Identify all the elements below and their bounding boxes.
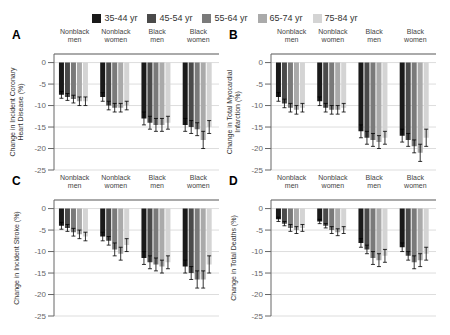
- svg-text:Nonblackwomen: Nonblackwomen: [318, 174, 348, 189]
- svg-text:Nonblackmen: Nonblackmen: [277, 28, 307, 43]
- svg-text:-10: -10: [34, 101, 46, 110]
- svg-text:Nonblackmen: Nonblackmen: [60, 174, 90, 189]
- svg-text:Change in Incident Stroke (%): Change in Incident Stroke (%): [13, 211, 21, 304]
- svg-text:-10: -10: [34, 247, 46, 256]
- svg-text:Nonblackwomen: Nonblackwomen: [101, 28, 131, 43]
- svg-text:-15: -15: [251, 123, 263, 132]
- svg-text:Change in Total Deaths (%): Change in Total Deaths (%): [230, 215, 238, 300]
- svg-text:Blackwomen: Blackwomen: [403, 28, 427, 43]
- svg-text:-20: -20: [251, 144, 263, 153]
- svg-text:Blackmen: Blackmen: [149, 174, 167, 189]
- svg-text:-25: -25: [251, 166, 263, 174]
- svg-text:-5: -5: [39, 80, 47, 89]
- svg-text:Nonblackwomen: Nonblackwomen: [101, 174, 131, 189]
- svg-text:-5: -5: [256, 80, 264, 89]
- html-text:A: A: [12, 28, 21, 42]
- svg-text:Blackmen: Blackmen: [149, 28, 167, 43]
- html-text:D: D: [229, 174, 238, 188]
- svg-text:Blackmen: Blackmen: [366, 28, 384, 43]
- svg-text:-25: -25: [251, 312, 263, 320]
- svg-text:Change in Total MyocardialInfa: Change in Total MyocardialInfarction (%): [226, 69, 242, 154]
- svg-text:-5: -5: [256, 226, 264, 235]
- html-text:55-64 yr: 55-64 yr: [214, 13, 248, 23]
- svg-text:Blackwomen: Blackwomen: [186, 28, 210, 43]
- svg-text:Blackmen: Blackmen: [366, 174, 384, 189]
- svg-text:-15: -15: [34, 123, 46, 132]
- svg-text:Blackwomen: Blackwomen: [403, 174, 427, 189]
- svg-text:0: 0: [42, 58, 47, 67]
- svg-text:0: 0: [259, 58, 264, 67]
- svg-text:-20: -20: [251, 290, 263, 299]
- html-text:75-84 yr: 75-84 yr: [324, 13, 358, 23]
- svg-text:-20: -20: [34, 144, 46, 153]
- svg-text:-25: -25: [34, 312, 46, 320]
- svg-text:Blackwomen: Blackwomen: [186, 174, 210, 189]
- svg-text:-20: -20: [34, 290, 46, 299]
- html-text:35-44 yr: 35-44 yr: [104, 13, 138, 23]
- svg-text:-10: -10: [251, 101, 263, 110]
- html-text:B: B: [229, 28, 238, 42]
- svg-text:-10: -10: [251, 247, 263, 256]
- html-text:45-54 yr: 45-54 yr: [159, 13, 193, 23]
- html-text:C: C: [12, 174, 21, 188]
- svg-text:Nonblackwomen: Nonblackwomen: [318, 28, 348, 43]
- html-text:65-74 yr: 65-74 yr: [269, 13, 303, 23]
- svg-text:0: 0: [259, 204, 264, 213]
- svg-text:Nonblackmen: Nonblackmen: [277, 174, 307, 189]
- svg-text:-25: -25: [34, 166, 46, 174]
- svg-text:Nonblackmen: Nonblackmen: [60, 28, 90, 43]
- svg-text:0: 0: [42, 204, 47, 213]
- svg-text:Change in Incident CoronaryHea: Change in Incident CoronaryHeart Disease…: [9, 67, 25, 157]
- svg-text:-15: -15: [34, 269, 46, 278]
- svg-text:-5: -5: [39, 226, 47, 235]
- svg-text:-15: -15: [251, 269, 263, 278]
